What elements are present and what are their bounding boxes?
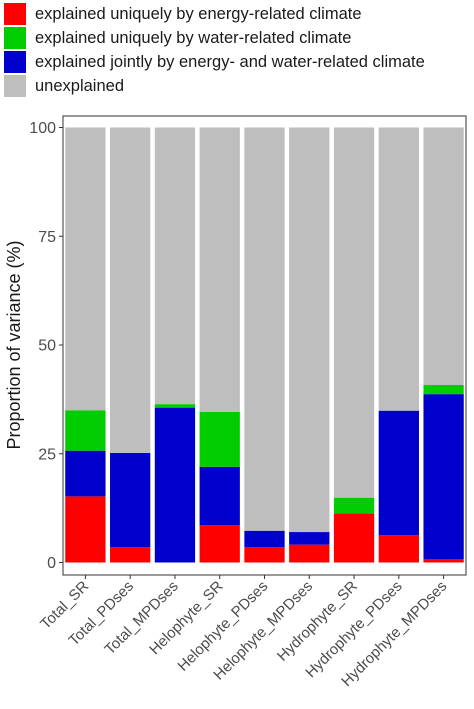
legend-item-water: explained uniquely by water-related clim… xyxy=(4,26,425,50)
y-axis-label: Proportion of variance (%) xyxy=(4,240,24,449)
x-axis: Total_SRTotal_PDsesTotal_MPDsesHelophyte… xyxy=(37,575,450,690)
bar-segment-Helophyte_PDses-0 xyxy=(244,547,285,563)
legend-swatch-water xyxy=(4,27,26,49)
legend-item-energy: explained uniquely by energy-related cli… xyxy=(4,2,425,26)
y-tick-label: 25 xyxy=(38,446,56,463)
bar-segment-Hydrophyte_MPDses-0 xyxy=(423,559,464,563)
bar-segment-Hydrophyte_SR-0 xyxy=(333,513,375,563)
y-tick-label: 100 xyxy=(29,120,56,137)
bar-segment-Total_MPDses-1 xyxy=(154,407,196,563)
bar-segment-Total_PDses-1 xyxy=(110,452,151,548)
bar-segment-Total_MPDses-2 xyxy=(154,404,196,408)
bar-segment-Hydrophyte_SR-2 xyxy=(333,497,375,514)
bar-segment-Total_SR-1 xyxy=(65,450,106,497)
legend-item-joint: explained jointly by energy- and water-r… xyxy=(4,50,425,74)
legend-item-unexplained: unexplained xyxy=(4,74,425,98)
bar-segment-Hydrophyte_MPDses-3 xyxy=(423,127,464,386)
bar-segment-Hydrophyte_PDses-3 xyxy=(378,127,419,411)
bar-segment-Total_SR-0 xyxy=(65,496,106,563)
y-axis: 0 25 50 75 100 xyxy=(29,120,63,572)
bar-segment-Helophyte_SR-2 xyxy=(199,411,240,467)
legend-swatch-joint xyxy=(4,51,26,73)
legend-label-joint: explained jointly by energy- and water-r… xyxy=(35,52,425,71)
bar-segment-Total_PDses-0 xyxy=(110,547,151,563)
bar-segment-Helophyte_MPDses-3 xyxy=(289,127,330,533)
bar-segment-Hydrophyte_SR-3 xyxy=(333,127,375,498)
bar-segment-Helophyte_PDses-3 xyxy=(244,127,285,531)
bar-segment-Total_SR-3 xyxy=(65,127,106,411)
bar-segment-Hydrophyte_MPDses-1 xyxy=(423,394,464,560)
bar-segment-Helophyte_MPDses-0 xyxy=(289,544,330,563)
y-tick-label: 50 xyxy=(38,338,56,355)
bar-segment-Total_PDses-3 xyxy=(110,127,151,453)
bar-segment-Helophyte_MPDses-1 xyxy=(289,532,330,545)
legend-label-water: explained uniquely by water-related clim… xyxy=(35,28,352,47)
x-tick-label: Hydrophyte_SR xyxy=(274,578,361,665)
legend: explained uniquely by energy-related cli… xyxy=(4,2,425,98)
bar-segment-Helophyte_SR-0 xyxy=(199,525,240,563)
bar-segment-Helophyte_SR-1 xyxy=(199,466,240,526)
bar-segment-Helophyte_SR-3 xyxy=(199,127,240,412)
bar-segment-Helophyte_PDses-1 xyxy=(244,530,285,548)
bar-segment-Total_SR-2 xyxy=(65,410,106,451)
y-tick-label: 75 xyxy=(38,229,56,246)
bar-segment-Total_MPDses-3 xyxy=(154,127,196,405)
bar-segment-Hydrophyte_MPDses-2 xyxy=(423,385,464,395)
legend-swatch-energy xyxy=(4,3,26,25)
bar-segment-Hydrophyte_PDses-0 xyxy=(378,535,419,563)
legend-label-unexplained: unexplained xyxy=(35,76,124,95)
bars xyxy=(65,127,464,563)
legend-swatch-unexplained xyxy=(4,75,26,97)
legend-label-energy: explained uniquely by energy-related cli… xyxy=(35,4,362,23)
y-tick-label: 0 xyxy=(47,555,56,572)
bar-segment-Hydrophyte_PDses-1 xyxy=(378,410,419,536)
